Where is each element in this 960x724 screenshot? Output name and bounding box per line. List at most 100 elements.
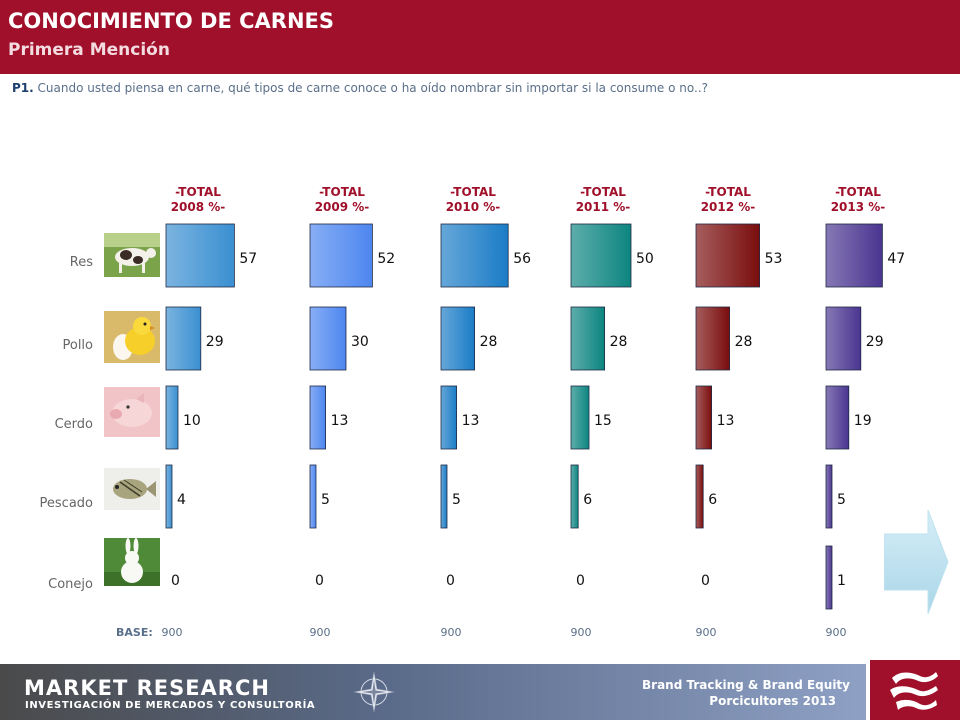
data-label: 6: [583, 492, 592, 508]
data-label: 19: [854, 413, 872, 429]
series-header: -TOTAL 2013 %-: [831, 185, 886, 214]
question-body: Cuando usted piensa en carne, qué tipos …: [37, 81, 709, 95]
data-label: 13: [717, 413, 735, 429]
header-bar: CONOCIMIENTO DE CARNES Primera Mención: [0, 0, 960, 74]
report-title: Brand Tracking & Brand Equity: [642, 678, 850, 692]
data-label: 5: [321, 492, 330, 508]
bar-pollo-2: [440, 306, 475, 371]
bar-cerdo-3: [570, 385, 590, 450]
footer-bar: MARKET RESEARCH INVESTIGACIÓN DE MERCADO…: [0, 664, 866, 720]
bar-pollo-1: [309, 306, 347, 371]
brand-logo-icon: [890, 672, 938, 710]
bar-res-4: [695, 223, 760, 288]
bar-res-5: [825, 223, 883, 288]
bar-res-1: [309, 223, 373, 288]
category-label-pescado: Pescado: [40, 496, 94, 511]
data-label: 15: [594, 413, 612, 429]
base-value: 900: [696, 626, 717, 639]
compass-rose-icon: [353, 671, 395, 713]
company-logo-text: MARKET RESEARCH: [24, 676, 270, 700]
base-label: BASE:: [116, 626, 153, 639]
category-label-conejo: Conejo: [48, 577, 93, 592]
data-label: 0: [701, 573, 710, 589]
data-label: 0: [576, 573, 585, 589]
fish-image: [104, 468, 160, 510]
bar-cerdo-4: [695, 385, 713, 450]
data-label: 30: [351, 334, 369, 350]
page-title: CONOCIMIENTO DE CARNES: [8, 9, 335, 33]
bar-cerdo-0: [165, 385, 179, 450]
question-text: P1. Cuando usted piensa en carne, qué ti…: [12, 81, 708, 95]
bar-conejo-5: [825, 545, 833, 610]
data-label: 50: [636, 251, 654, 267]
series-header: -TOTAL 2011 %-: [576, 185, 631, 214]
base-value: 900: [162, 626, 183, 639]
bar-pollo-3: [570, 306, 605, 371]
base-value: 900: [571, 626, 592, 639]
bar-pollo-0: [165, 306, 202, 371]
data-label: 56: [513, 251, 531, 267]
series-panel-3: -TOTAL 2011 %- 50 28 15 6 0 900: [571, 185, 654, 639]
question-code: P1.: [12, 81, 34, 95]
brand-logo-box: [870, 660, 960, 720]
category-label-cerdo: Cerdo: [55, 417, 93, 432]
data-label: 4: [177, 492, 186, 508]
bar-pescado-3: [570, 464, 579, 529]
data-label: 13: [462, 413, 480, 429]
data-label: 52: [377, 251, 395, 267]
series-panel-0: -TOTAL 2008 %- 57 29 10 4 0 900: [162, 185, 258, 639]
series-header: -TOTAL 2009 %-: [315, 185, 370, 214]
bar-pescado-2: [440, 464, 448, 529]
bar-pescado-5: [825, 464, 833, 529]
bar-pescado-4: [695, 464, 704, 529]
data-label: 28: [610, 334, 628, 350]
data-label: 57: [239, 251, 257, 267]
bar-res-3: [570, 223, 632, 288]
category-label-pollo: Pollo: [62, 338, 93, 353]
bar-pescado-1: [309, 464, 317, 529]
company-tagline: INVESTIGACIÓN DE MERCADOS Y CONSULTORÍA: [25, 700, 316, 711]
base-value: 900: [441, 626, 462, 639]
data-label: 5: [452, 492, 461, 508]
base-value: 900: [826, 626, 847, 639]
base-value: 900: [310, 626, 331, 639]
data-label: 47: [887, 251, 905, 267]
category-label-res: Res: [70, 255, 93, 270]
series-header: -TOTAL 2010 %-: [446, 185, 501, 214]
bar-pollo-4: [695, 306, 730, 371]
data-label: 1: [837, 573, 846, 589]
chick-image: [104, 311, 160, 363]
data-label: 10: [183, 413, 201, 429]
cow-image: [104, 233, 160, 277]
data-label: 28: [480, 334, 498, 350]
series-header: -TOTAL 2008 %-: [171, 185, 226, 214]
data-label: 13: [331, 413, 349, 429]
next-arrow-icon[interactable]: [884, 510, 950, 614]
rabbit-image: [104, 538, 160, 586]
bar-pescado-0: [165, 464, 173, 529]
series-panel-5: -TOTAL 2013 %- 47 29 19 5 1 900: [826, 185, 906, 639]
data-label: 0: [171, 573, 180, 589]
series-header: -TOTAL 2012 %-: [701, 185, 756, 214]
meat-awareness-chart: Res Pollo Cerdo Pescado Conejo BASE: -TOTAL 20…: [40, 185, 906, 639]
data-label: 5: [837, 492, 846, 508]
data-label: 29: [206, 334, 224, 350]
series-panel-1: -TOTAL 2009 %- 52 30 13 5 0 900: [310, 185, 396, 639]
bar-res-0: [165, 223, 235, 288]
data-label: 0: [315, 573, 324, 589]
bar-cerdo-5: [825, 385, 850, 450]
bar-pollo-5: [825, 306, 862, 371]
page-subtitle: Primera Mención: [8, 40, 170, 60]
data-label: 29: [866, 334, 884, 350]
bar-cerdo-2: [440, 385, 458, 450]
bar-res-2: [440, 223, 509, 288]
report-subtitle: Porcicultores 2013: [709, 694, 836, 708]
pig-image: [104, 387, 160, 437]
data-label: 6: [708, 492, 717, 508]
bar-cerdo-1: [309, 385, 327, 450]
data-label: 53: [765, 251, 783, 267]
data-label: 28: [735, 334, 753, 350]
data-label: 0: [446, 573, 455, 589]
series-panel-4: -TOTAL 2012 %- 53 28 13 6 0 900: [696, 185, 783, 639]
series-panel-2: -TOTAL 2010 %- 56 28 13 5 0 900: [441, 185, 532, 639]
